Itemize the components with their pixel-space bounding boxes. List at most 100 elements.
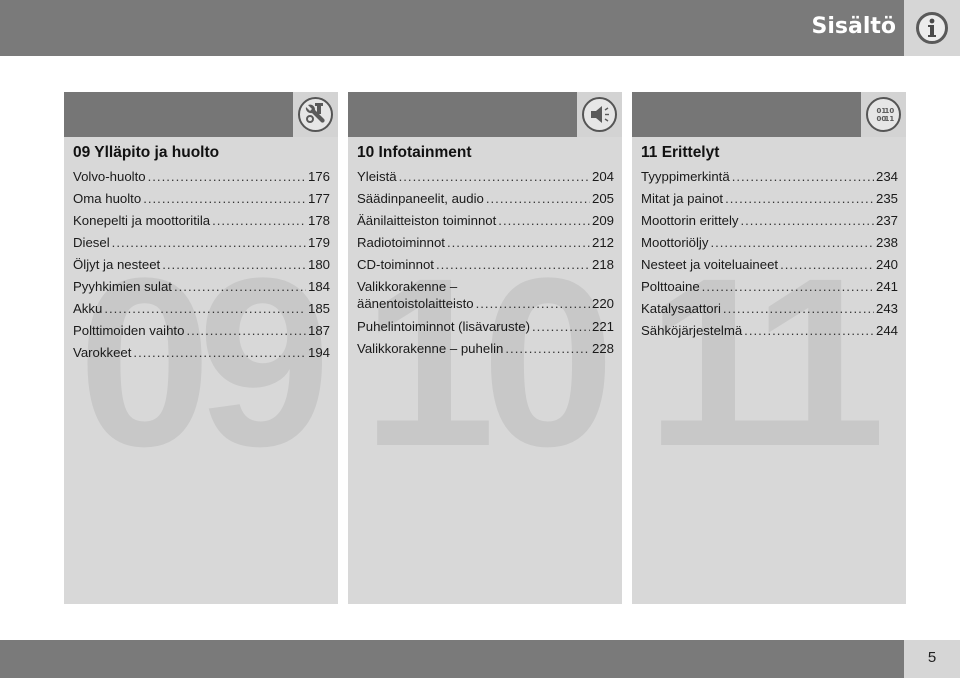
toc-page-number: 187	[307, 323, 330, 338]
toc-entry[interactable]: Mitat ja painot 235	[641, 188, 898, 210]
toc-entry-label: Tyyppimerkintä	[641, 169, 730, 184]
section-panel-11: 11 01 10 00 11 11 Erittelyt Tyyppimerkin…	[632, 92, 906, 604]
toc-list: Yleistä 204 Säädinpaneelit, audio 205 Ääni…	[357, 166, 614, 360]
toc-list: Tyyppimerkintä 234 Mitat ja painot 235 Moo…	[641, 166, 898, 342]
section-panel-10: 10 10 Infotainment Yleistä 204 Säädinpane…	[348, 92, 622, 604]
toc-entry[interactable]: Moottoriöljy 238	[641, 232, 898, 254]
toc-entry[interactable]: Tyyppimerkintä 234	[641, 166, 898, 188]
toc-page-number: 176	[307, 169, 330, 184]
page-number: 5	[927, 649, 937, 666]
leader-dots	[133, 342, 306, 364]
section-icon-box: 01 10 00 11	[861, 92, 906, 137]
section-header	[632, 92, 906, 137]
toc-entry-label: Valikkorakenne – puhelin	[357, 341, 504, 356]
toc-entry[interactable]: Nesteet ja voiteluaineet 240	[641, 254, 898, 276]
toc-entry-label: Yleistä	[357, 169, 397, 184]
toc-entry[interactable]: Sähköjärjestelmä 244	[641, 320, 898, 342]
leader-dots	[532, 316, 590, 338]
toc-entry-label: Volvo-huolto	[73, 169, 146, 184]
spec-icon-text: 11	[885, 115, 895, 123]
toc-entry-label: Mitat ja painot	[641, 191, 724, 206]
toc-entry[interactable]: Volvo-huolto 176	[73, 166, 330, 188]
toc-entry-label: Äänilaitteiston toiminnot	[357, 213, 497, 228]
toc-entry[interactable]: Yleistä 204	[357, 166, 614, 188]
toc-entry-label: Nesteet ja voiteluaineet	[641, 257, 779, 272]
toc-entry[interactable]: Moottorin erittely 237	[641, 210, 898, 232]
toc-entry-label: Puhelintoiminnot (lisävaruste)	[357, 319, 530, 334]
toc-entry-label: Valikkorakenne –	[357, 279, 458, 294]
toc-entry[interactable]: Diesel 179	[73, 232, 330, 254]
toc-entry-label: Varokkeet	[73, 345, 132, 360]
toc-page-number: 212	[591, 235, 614, 250]
spec-icon-text: 00	[877, 115, 887, 123]
toc-entry[interactable]: Polttimoiden vaihto 187	[73, 320, 330, 342]
leader-dots	[174, 276, 306, 298]
section-panel-09: 09 09 Ylläpito ja huolto Volvo-huolto176…	[64, 92, 338, 604]
leader-dots	[104, 298, 306, 320]
toc-entry-label: Säädinpaneelit, audio	[357, 191, 484, 206]
toc-entry[interactable]: Radiotoiminnot 212	[357, 232, 614, 254]
page-title: Sisältö	[811, 14, 897, 39]
toc-entry[interactable]: Valikkorakenne – äänentoistolaitteisto 22…	[357, 279, 614, 313]
toc-page-number: 178	[307, 213, 330, 228]
toc-entry-label: Moottoriöljy	[641, 235, 709, 250]
toc-entry-label: Polttimoiden vaihto	[73, 323, 185, 338]
info-box	[904, 0, 960, 56]
toc-entry-label: Pyyhkimien sulat	[73, 279, 172, 294]
toc-page-number: 205	[591, 191, 614, 206]
toc-page-number: 237	[875, 213, 898, 228]
toc-page-number: 179	[307, 235, 330, 250]
toc-page-number: 241	[875, 279, 898, 294]
footer-bar: 5	[0, 640, 960, 678]
leader-dots	[143, 188, 306, 210]
leader-dots	[436, 254, 590, 276]
toc-entry-label: Konepelti ja moottoritila	[73, 213, 211, 228]
toc-entry[interactable]: Äänilaitteiston toiminnot 209	[357, 210, 614, 232]
toc-page-number: 234	[875, 169, 898, 184]
toc-entry[interactable]: Öljyt ja nesteet 180	[73, 254, 330, 276]
info-icon	[916, 12, 948, 44]
speaker-icon	[582, 97, 617, 132]
leader-dots	[486, 188, 590, 210]
toc-page-number: 185	[307, 301, 330, 316]
section-icon-box	[577, 92, 622, 137]
toc-entry[interactable]: Valikkorakenne – puhelin 228	[357, 338, 614, 360]
toc-entry[interactable]: Polttoaine 241	[641, 276, 898, 298]
toc-entry[interactable]: Konepelti ja moottoritila 178	[73, 210, 330, 232]
toc-page-number: 235	[875, 191, 898, 206]
toc-page-number: 204	[591, 169, 614, 184]
section-title: 09 Ylläpito ja huolto	[73, 144, 220, 161]
leader-dots	[162, 254, 306, 276]
toc-page-number: 177	[307, 191, 330, 206]
toc-entry[interactable]: Puhelintoiminnot (lisävaruste) 221	[357, 316, 614, 338]
toc-entry[interactable]: Oma huolto 177	[73, 188, 330, 210]
toc-entry[interactable]: CD-toiminnot 218	[357, 254, 614, 276]
toc-page-number: 194	[307, 345, 330, 360]
section-title: 11 Erittelyt	[641, 144, 720, 161]
toc-entry-label: Radiotoiminnot	[357, 235, 445, 250]
specifications-icon: 01 10 00 11	[866, 97, 901, 132]
toc-entry[interactable]: Akku 185	[73, 298, 330, 320]
spec-icon-text: 01	[877, 107, 887, 115]
section-header	[64, 92, 338, 137]
toc-entry[interactable]: Katalysaattori 243	[641, 298, 898, 320]
toc-entry[interactable]: Varokkeet 194	[73, 342, 330, 364]
leader-dots	[186, 320, 306, 342]
toc-page-number: 180	[307, 257, 330, 272]
toc-page-number: 240	[875, 257, 898, 272]
toc-entry-label: Sähköjärjestelmä	[641, 323, 743, 338]
section-watermark-number: 10	[362, 228, 615, 496]
toc-entry[interactable]: Pyyhkimien sulat 184	[73, 276, 330, 298]
section-title: 10 Infotainment	[357, 144, 472, 161]
leader-dots	[740, 210, 874, 232]
page-number-box	[904, 640, 960, 678]
toc-entry[interactable]: Säädinpaneelit, audio 205	[357, 188, 614, 210]
header-bar: Sisältö	[0, 0, 960, 56]
toc-entry-label: Oma huolto	[73, 191, 142, 206]
leader-dots	[212, 210, 306, 232]
leader-dots	[476, 295, 590, 313]
toc-page-number: 220	[591, 296, 614, 311]
toc-entry-label: Öljyt ja nesteet	[73, 257, 161, 272]
leader-dots	[498, 210, 590, 232]
toc-page-number: 238	[875, 235, 898, 250]
